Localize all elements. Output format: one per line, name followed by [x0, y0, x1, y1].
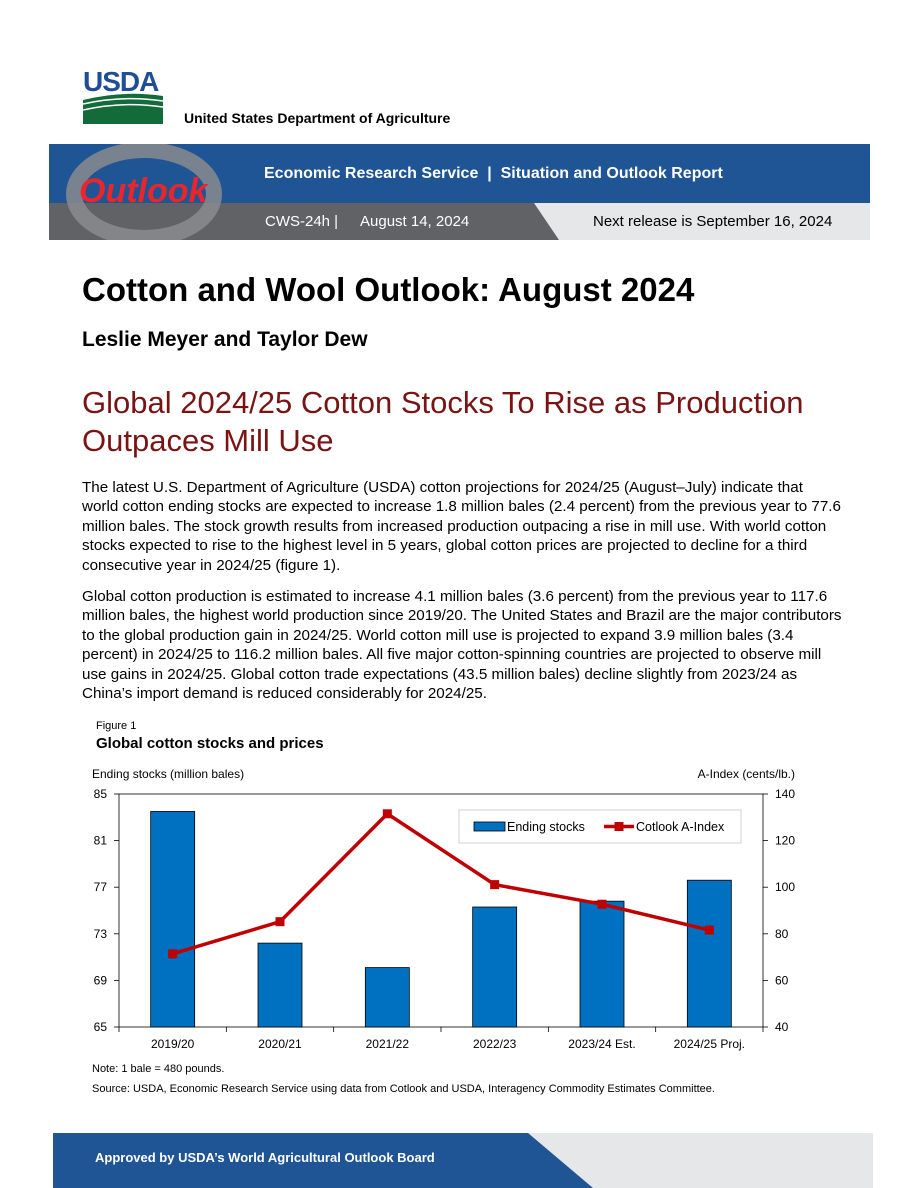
- report-date: August 14, 2024: [360, 213, 470, 230]
- x-tick-label: 2020/21: [258, 1037, 302, 1051]
- document-title: Cotton and Wool Outlook: August 2024: [82, 271, 695, 308]
- x-tick-label: 2023/24 Est.: [568, 1037, 635, 1051]
- legend-label-index: Cotlook A-Index: [636, 820, 725, 834]
- usda-logo-icon: [83, 93, 163, 124]
- authors: Leslie Meyer and Taylor Dew: [82, 328, 368, 351]
- left-tick-label: 73: [94, 927, 108, 941]
- left-tick-label: 77: [94, 880, 108, 894]
- stocks-bar: [150, 811, 196, 1028]
- next-release: Next release is September 16, 2024: [593, 213, 833, 230]
- legend-box: [458, 809, 742, 844]
- left-tick-label: 69: [94, 973, 108, 987]
- a-index-point: [704, 925, 714, 935]
- paragraph-2: Global cotton production is estimated to…: [82, 588, 842, 703]
- right-tick-label: 40: [775, 1020, 789, 1034]
- a-index-point: [597, 899, 607, 909]
- usda-logo-text: USDA: [83, 66, 159, 97]
- legend-bar-swatch: [473, 821, 506, 832]
- a-index-line: [172, 811, 710, 956]
- left-tick-label: 85: [94, 787, 108, 801]
- footer-graphics: [53, 1133, 593, 1188]
- paragraph-1: The latest U.S. Department of Agricultur…: [82, 479, 841, 574]
- banner-graphics: Outlook: [49, 144, 559, 240]
- left-tick-label: 81: [94, 834, 108, 848]
- report-id: CWS-24h |: [265, 213, 339, 230]
- a-index-point: [382, 809, 392, 819]
- stocks-bar: [257, 942, 303, 1028]
- legend-line-marker: [614, 822, 624, 831]
- figure-note: Note: 1 bale = 480 pounds.: [92, 1063, 225, 1075]
- figure-source: Source: USDA, Economic Research Service …: [92, 1083, 715, 1095]
- legend-label-stocks: Ending stocks: [507, 820, 585, 834]
- right-axis-label: A-Index (cents/lb.): [698, 767, 795, 781]
- a-index-point: [168, 949, 178, 959]
- x-tick-label: 2022/23: [473, 1037, 517, 1051]
- left-axis-label: Ending stocks (million bales): [92, 767, 244, 781]
- x-tick-label: 2021/22: [366, 1037, 410, 1051]
- right-tick-label: 120: [775, 834, 795, 848]
- x-tick-label: 2019/20: [151, 1037, 195, 1051]
- department-name: United States Department of Agriculture: [184, 110, 451, 126]
- figure-title: Global cotton stocks and prices: [96, 735, 324, 752]
- right-tick-label: 140: [775, 787, 795, 801]
- right-tick-label: 100: [775, 880, 795, 894]
- stocks-bar: [364, 967, 410, 1028]
- approval-text: Approved by USDA’s World Agricultural Ou…: [95, 1150, 435, 1165]
- figure-label: Figure 1: [96, 720, 137, 732]
- headline: Global 2024/25 Cotton Stocks To Rise as …: [82, 385, 804, 458]
- stocks-bar: [686, 879, 732, 1028]
- stocks-bar: [472, 906, 518, 1028]
- service-title: Economic Research Service | Situation an…: [264, 165, 723, 182]
- left-tick-label: 65: [94, 1020, 108, 1034]
- outlook-logo-text: Outlook: [79, 172, 210, 210]
- x-tick-label: 2024/25 Proj.: [674, 1037, 745, 1051]
- stocks-prices-chart: Ending stocks (million bales) A-Index (c…: [92, 767, 795, 1051]
- a-index-point: [275, 917, 285, 927]
- a-index-point: [490, 880, 500, 890]
- right-tick-label: 80: [775, 927, 789, 941]
- stocks-bar: [579, 900, 625, 1028]
- right-tick-label: 60: [775, 973, 789, 987]
